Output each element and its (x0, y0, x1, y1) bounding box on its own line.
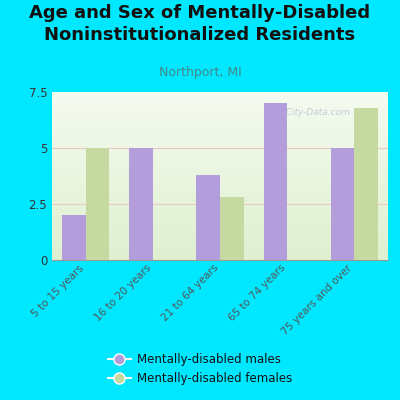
Bar (62, 215, 86, 260)
Bar (86, 148, 109, 260)
Bar (354, 108, 378, 260)
Text: Age and Sex of Mentally-Disabled
Noninstitutionalized Residents: Age and Sex of Mentally-Disabled Noninst… (30, 4, 370, 44)
Bar (331, 148, 354, 260)
Legend: Mentally-disabled males, Mentally-disabled females: Mentally-disabled males, Mentally-disabl… (103, 349, 297, 390)
Text: Northport, MI: Northport, MI (159, 66, 241, 79)
Bar (196, 175, 220, 260)
Text: City-Data.com: City-Data.com (280, 108, 350, 117)
Bar (264, 103, 287, 260)
Bar (129, 148, 153, 260)
Bar (220, 197, 244, 260)
